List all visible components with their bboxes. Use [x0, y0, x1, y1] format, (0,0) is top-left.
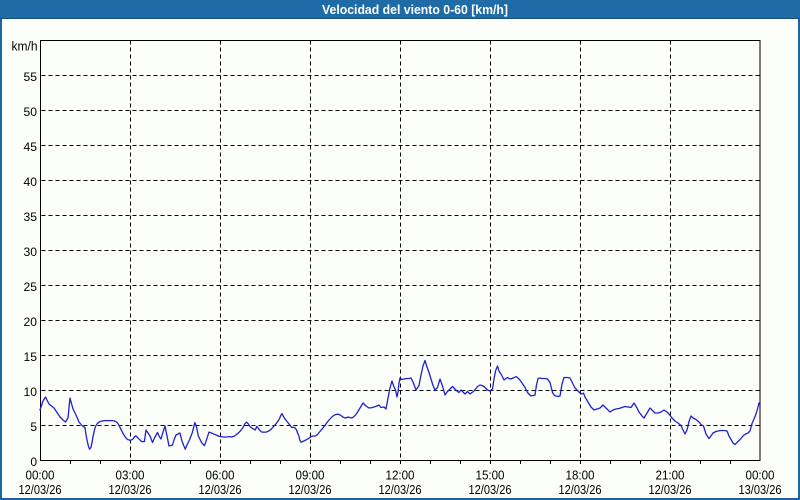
svg-text:12/03/26: 12/03/26	[199, 482, 242, 497]
svg-text:0: 0	[30, 455, 37, 469]
svg-text:Velocidad del viento 0-60 [km/: Velocidad del viento 0-60 [km/h]	[322, 2, 508, 17]
svg-text:20: 20	[24, 315, 38, 329]
svg-text:30: 30	[24, 245, 38, 259]
svg-text:55: 55	[24, 70, 38, 84]
svg-text:00:00: 00:00	[746, 467, 775, 482]
svg-text:12/03/26: 12/03/26	[559, 482, 602, 497]
svg-text:06:00: 06:00	[206, 467, 235, 482]
svg-text:03:00: 03:00	[116, 467, 145, 482]
svg-text:35: 35	[24, 210, 38, 224]
svg-text:15: 15	[24, 350, 38, 364]
svg-text:00:00: 00:00	[26, 467, 55, 482]
svg-text:12/03/26: 12/03/26	[379, 482, 422, 497]
svg-text:5: 5	[30, 420, 37, 434]
svg-text:12/03/26: 12/03/26	[469, 482, 512, 497]
svg-text:km/h: km/h	[12, 39, 38, 54]
svg-text:12/03/26: 12/03/26	[289, 482, 332, 497]
svg-text:09:00: 09:00	[296, 467, 325, 482]
svg-text:18:00: 18:00	[566, 467, 595, 482]
svg-text:40: 40	[24, 175, 38, 189]
svg-text:45: 45	[24, 140, 38, 154]
svg-text:25: 25	[24, 280, 38, 294]
svg-text:13/03/26: 13/03/26	[739, 482, 782, 497]
svg-text:12:00: 12:00	[386, 467, 415, 482]
svg-text:50: 50	[24, 105, 38, 119]
svg-text:12/03/26: 12/03/26	[19, 482, 62, 497]
svg-text:10: 10	[24, 385, 38, 399]
svg-text:12/03/26: 12/03/26	[649, 482, 692, 497]
svg-text:21:00: 21:00	[656, 467, 685, 482]
svg-text:12/03/26: 12/03/26	[109, 482, 152, 497]
svg-text:15:00: 15:00	[476, 467, 505, 482]
